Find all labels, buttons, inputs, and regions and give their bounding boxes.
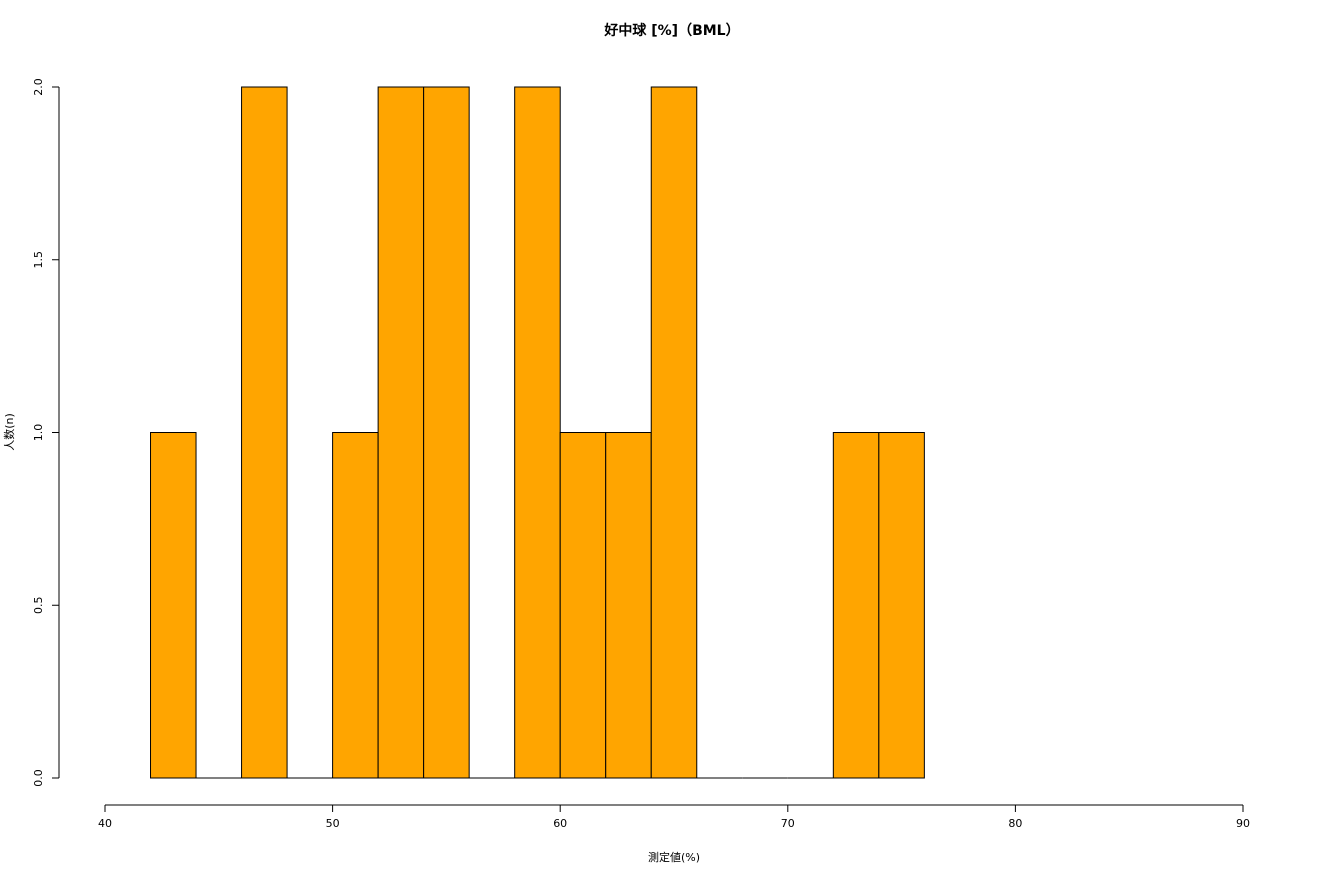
histogram-bar: [377, 86, 425, 779]
y-tick-label: 0.0: [32, 769, 45, 787]
histogram-bar: [559, 432, 607, 779]
x-tick-label: 60: [553, 817, 567, 830]
x-tick-label: 80: [1008, 817, 1022, 830]
y-tick-label: 0.5: [32, 597, 45, 615]
x-tick-label: 90: [1236, 817, 1250, 830]
y-tick-label: 2.0: [32, 78, 45, 96]
y-tick-label: 1.0: [32, 424, 45, 442]
chart-title: 好中球 [%]（BML）: [603, 22, 739, 39]
bars-group: [150, 86, 925, 779]
histogram-bar: [832, 432, 880, 779]
x-axis: 40 50 60 70 80 90: [98, 804, 1250, 830]
histogram-bar: [332, 432, 379, 779]
x-tick-label: 40: [98, 817, 112, 830]
histogram-bar: [241, 86, 288, 779]
histogram-bar: [514, 86, 561, 779]
histogram-bar: [878, 432, 925, 779]
x-axis-label: 測定値(%): [648, 850, 700, 864]
y-tick-label: 1.5: [32, 251, 45, 269]
y-axis: 0.0 0.5 1.0 1.5 2.0: [32, 78, 60, 787]
x-tick-label: 70: [781, 817, 795, 830]
histogram-bar: [605, 432, 652, 779]
x-tick-label: 50: [326, 817, 340, 830]
histogram-bar: [150, 432, 197, 779]
y-axis-label: 人数(n): [3, 413, 16, 451]
histogram-bar: [650, 86, 698, 779]
histogram-bar: [423, 86, 470, 779]
